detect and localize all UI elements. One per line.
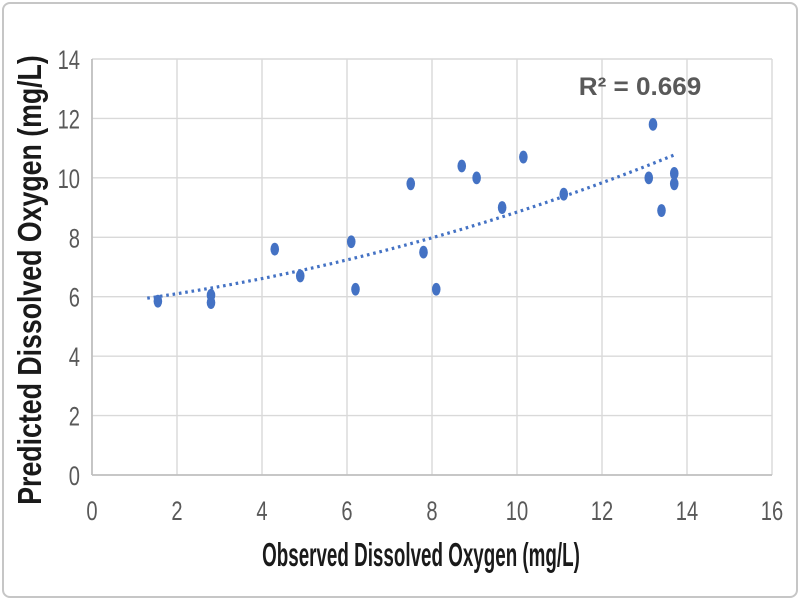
data-point [295, 269, 305, 283]
r-squared-label: R² = 0.669 [578, 73, 702, 101]
x-tick-label: 14 [676, 496, 698, 526]
data-point [406, 177, 416, 191]
x-tick-label: 0 [86, 496, 97, 526]
x-tick-label: 8 [426, 496, 437, 526]
data-point [497, 201, 507, 214]
y-tick-label: 6 [69, 283, 80, 313]
data-point [270, 242, 280, 256]
x-tick-label: 10 [506, 496, 528, 526]
y-tick-label: 10 [58, 164, 80, 194]
data-point [559, 187, 569, 201]
y-axis-title: Predicted Dissolved Oxygen (mg/L) [10, 55, 48, 505]
x-tick-label: 16 [761, 496, 783, 526]
x-tick-label: 4 [256, 496, 267, 526]
data-point [472, 171, 481, 185]
trendline [147, 153, 675, 300]
y-tick-label: 14 [58, 45, 80, 75]
data-point [457, 159, 467, 173]
data-point [519, 150, 528, 164]
x-tick-label: 2 [171, 496, 182, 526]
data-point [669, 177, 679, 191]
data-point [648, 117, 658, 131]
data-point [351, 282, 360, 296]
y-tick-label: 8 [69, 223, 80, 253]
data-point [419, 245, 428, 259]
y-tick-label: 12 [58, 104, 80, 134]
data-point [346, 235, 356, 249]
data-point [153, 294, 163, 308]
data-point [206, 296, 216, 310]
y-tick-label: 4 [69, 342, 80, 372]
x-tick-label: 6 [341, 496, 352, 526]
data-point [657, 204, 666, 217]
y-tick-label: 2 [69, 402, 80, 432]
data-point [644, 171, 654, 185]
x-axis-title: Observed Dissolved Oxygen (mg/L) [262, 536, 580, 573]
x-tick-label: 12 [591, 496, 613, 526]
y-tick-label: 0 [69, 461, 80, 491]
data-point [431, 282, 441, 296]
data-point [669, 167, 679, 180]
